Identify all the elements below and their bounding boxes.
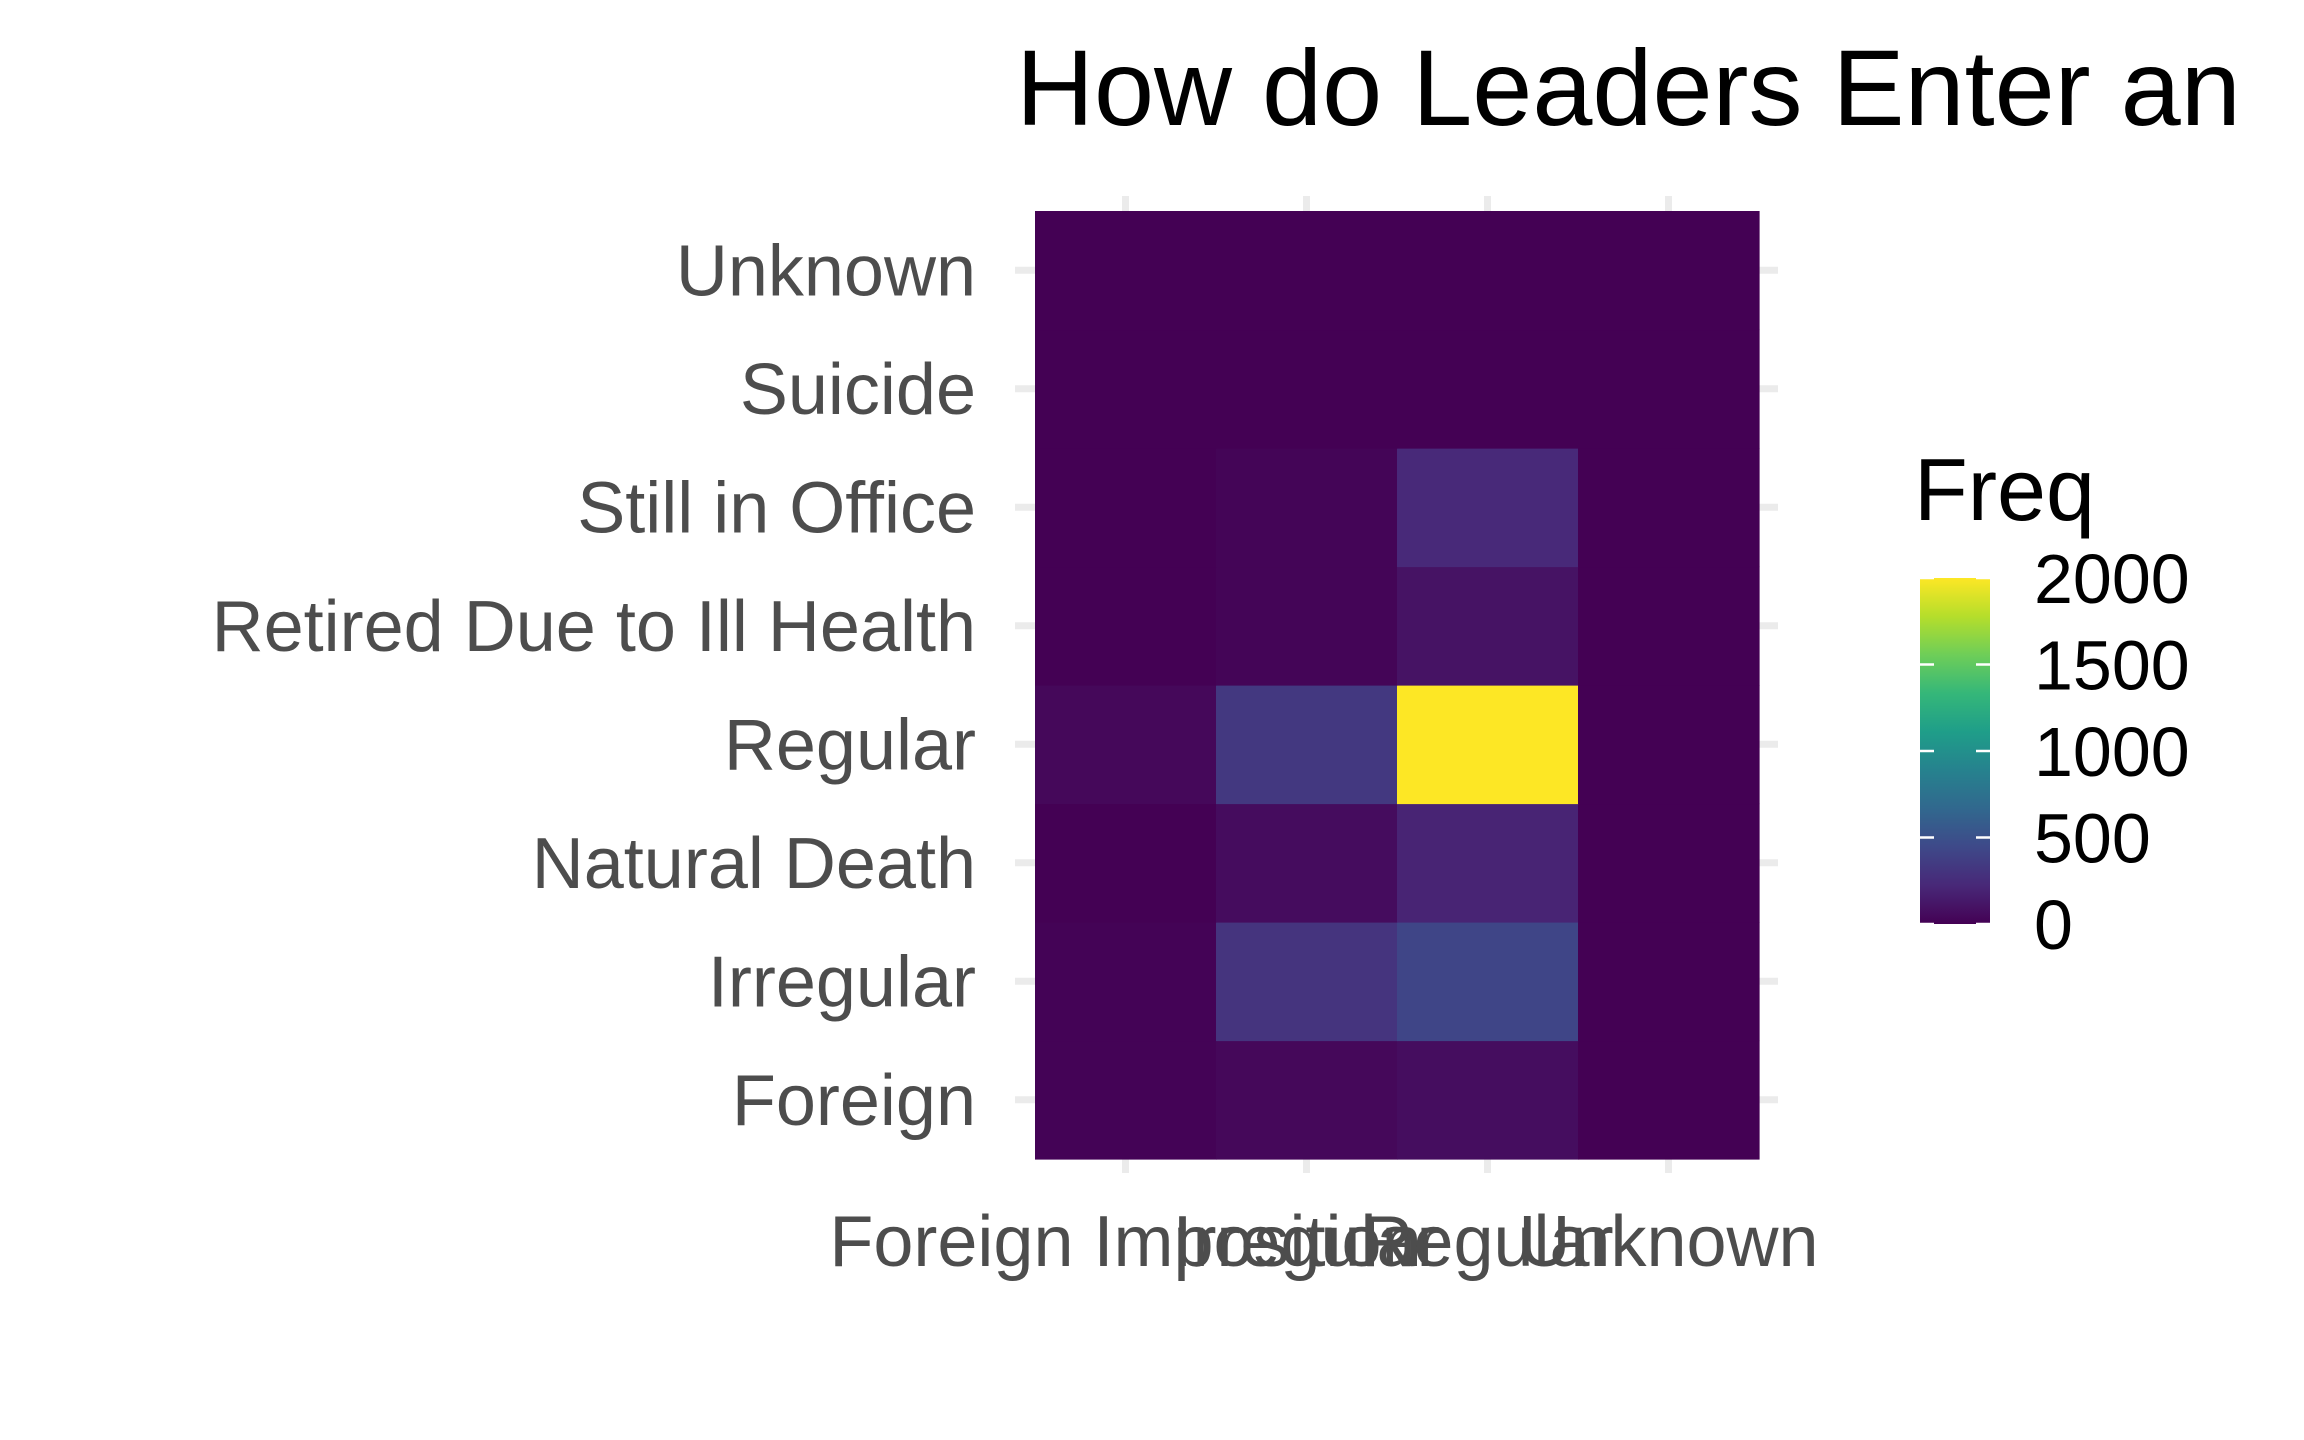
heatmap-cell	[1578, 922, 1760, 1042]
y-tick-label: Foreign	[732, 1061, 976, 1141]
heatmap-cells	[1035, 211, 1760, 1160]
x-tick-label: Irregular	[1172, 1202, 1440, 1282]
legend-tick-label: 500	[2034, 800, 2151, 878]
y-tick-label: Still in Office	[577, 468, 976, 548]
heatmap-cell	[1216, 803, 1398, 923]
heatmap-cell	[1397, 566, 1579, 686]
legend-ticks: 0 500 1000 1500 2000	[1920, 540, 2190, 964]
legend-title: Freq	[1914, 440, 2095, 539]
y-tick-label: Natural Death	[532, 824, 976, 904]
heatmap-cell	[1578, 329, 1760, 449]
x-tick-label: Foreign Imposition	[829, 1202, 1421, 1282]
heatmap-cell	[1035, 1040, 1217, 1160]
heatmap-cell	[1397, 803, 1579, 923]
x-axis-ticks: Foreign ImpositionIrregularRegularUnknow…	[829, 1202, 1818, 1282]
heatmap-cell	[1216, 685, 1398, 805]
heatmap-cell	[1397, 448, 1579, 568]
heatmap-cell	[1397, 685, 1579, 805]
heatmap-cell	[1397, 211, 1579, 331]
heatmap-cell	[1397, 922, 1579, 1042]
x-tick-label: Regular	[1361, 1202, 1613, 1282]
heatmap-cell	[1578, 803, 1760, 923]
heatmap-cell	[1035, 685, 1217, 805]
heatmap-cell	[1035, 566, 1217, 686]
heatmap-cell	[1216, 1040, 1398, 1160]
chart-title: How do Leaders Enter an	[1016, 27, 2241, 148]
heatmap-cell	[1216, 922, 1398, 1042]
heatmap-cell	[1578, 448, 1760, 568]
heatmap-cell	[1216, 211, 1398, 331]
heatmap-cell	[1035, 448, 1217, 568]
legend-tick-label: 1500	[2034, 627, 2190, 705]
legend-tick-label: 1000	[2034, 713, 2190, 791]
y-tick-label: Suicide	[740, 350, 976, 430]
heatmap-cell	[1216, 448, 1398, 568]
y-tick-label: Regular	[724, 705, 976, 785]
heatmap-cell	[1578, 1040, 1760, 1160]
y-tick-label: Unknown	[676, 231, 976, 311]
heatmap-cell	[1216, 566, 1398, 686]
legend: Freq 0 500 1000 1500 2000	[1914, 440, 2190, 964]
heatmap-cell	[1035, 329, 1217, 449]
legend-tick-label: 0	[2034, 886, 2073, 964]
legend-tick-label: 2000	[2034, 540, 2190, 618]
y-axis-ticks: Foreign Irregular Natural Death Regular Reti…	[212, 231, 976, 1141]
heatmap-cell	[1216, 329, 1398, 449]
x-tick-label: Unknown	[1518, 1202, 1818, 1282]
y-tick-label: Retired Due to Ill Health	[212, 587, 976, 667]
heatmap-cell	[1578, 566, 1760, 686]
heatmap-cell	[1035, 803, 1217, 923]
heatmap-cell	[1578, 211, 1760, 331]
heatmap-cell	[1397, 1040, 1579, 1160]
heatmap-cell	[1578, 685, 1760, 805]
heatmap-cell	[1035, 922, 1217, 1042]
y-tick-label: Irregular	[708, 942, 976, 1022]
heatmap-cell	[1397, 329, 1579, 449]
heatmap-cell	[1035, 211, 1217, 331]
